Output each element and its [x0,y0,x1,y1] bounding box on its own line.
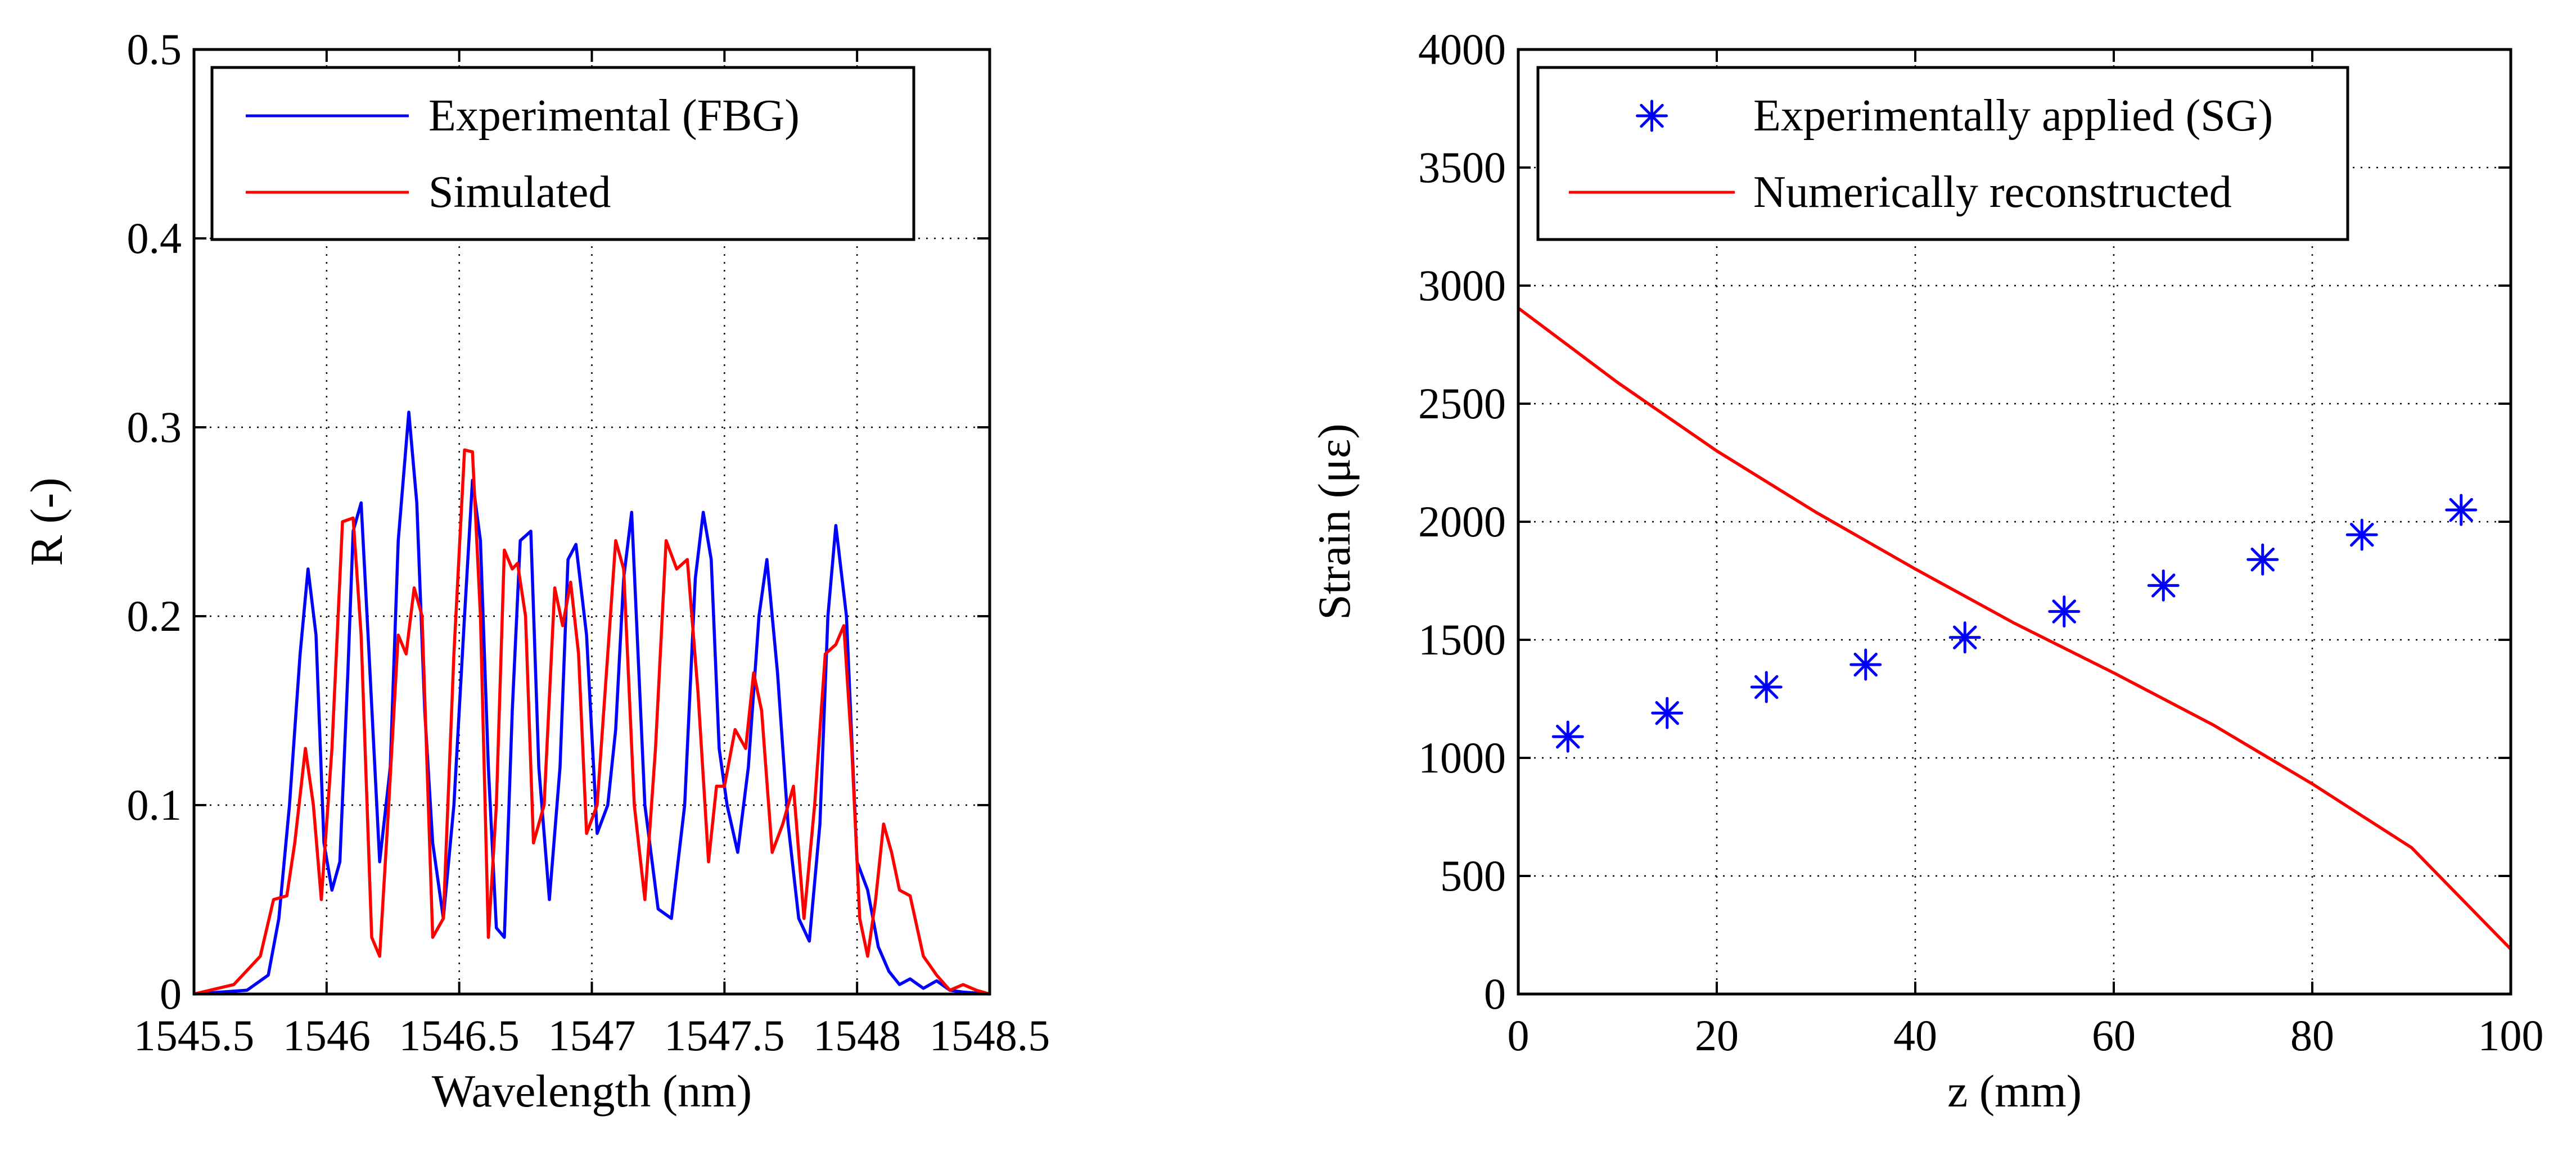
data-point-sg [1551,720,1584,753]
data-point-sg [2445,494,2478,526]
x-tick-label: 1548.5 [930,1011,1050,1060]
x-tick-label: 0 [1508,1011,1530,1060]
y-tick-label: 0.4 [127,214,182,263]
data-point-sg [2048,595,2081,628]
y-tick-label: 2000 [1418,497,1506,546]
series-line-0 [193,410,990,996]
series-line-1 [1517,306,2512,951]
x-tick-label: 80 [2290,1011,2334,1060]
x-tick-label: 1545.5 [134,1011,255,1060]
reflectance-ticks: 1545.5 1546 1546.5 1547 1547.5 1548 1548.5 0 0.1… [127,25,1050,1060]
y-tick-label: 0 [160,969,182,1018]
strain-legend-box [1536,66,2349,241]
y-tick-label: 2500 [1418,379,1506,428]
strain-plot-area [1517,306,2512,951]
strain-ticks: 0 20 40 60 80 1000500100015002000250030003500… [1418,25,2544,1060]
data-point-sg [2345,518,2378,551]
data-point-sg [1849,648,1882,681]
reflectance-x-axis-label: Wavelength (nm) [432,1065,752,1117]
x-tick-label: 1546.5 [399,1011,520,1060]
x-tick-label: 60 [2092,1011,2136,1060]
reflectance-chart: 1545.5 1546 1546.5 1547 1547.5 1548 1548.5 0 0.1… [21,25,1050,1117]
y-tick-label: 0 [1484,969,1506,1018]
x-tick-label: 1547 [548,1011,636,1060]
y-tick-label: 0.2 [127,591,182,640]
y-tick-label: 1000 [1418,733,1506,782]
x-tick-label: 40 [1893,1011,1937,1060]
strain-chart: 0 20 40 60 80 1000500100015002000250030003500… [1309,25,2544,1117]
data-point-sg [1651,697,1684,729]
x-tick-label: 1548 [813,1011,901,1060]
reflectance-legend: Experimental (FBG) Simulated [210,66,915,241]
legend-swatch-sg-asterisk [1636,100,1668,132]
data-point-sg [2147,569,2180,602]
reflectance-y-axis-label: R (-) [21,477,72,566]
x-tick-label: 1546 [283,1011,371,1060]
y-tick-label: 500 [1440,851,1506,900]
y-tick-label: 1500 [1418,615,1506,664]
data-point-sg [1948,621,1981,654]
strain-x-axis-label: z (mm) [1947,1065,2082,1117]
reflectance-legend-box [210,66,915,241]
strain-legend: Experimentally applied (SG) Numerically … [1536,66,2349,241]
strain-y-axis-label: Strain (με) [1309,423,1360,620]
y-tick-label: 3500 [1418,143,1506,192]
series-line-1 [193,448,990,996]
legend-label-reconstructed: Numerically reconstructed [1753,168,2232,217]
x-tick-label: 20 [1695,1011,1739,1060]
x-tick-label: 100 [2478,1011,2544,1060]
y-tick-label: 0.5 [127,25,182,74]
y-tick-label: 3000 [1418,261,1506,310]
y-tick-label: 0.1 [127,780,182,829]
y-tick-label: 0.3 [127,403,182,451]
data-point-sg [1750,671,1783,703]
x-tick-label: 1547.5 [664,1011,785,1060]
legend-label-sg: Experimentally applied (SG) [1753,91,2273,141]
legend-label-experimental: Experimental (FBG) [428,91,800,141]
data-point-sg [2246,543,2279,576]
reflectance-plot-area [193,410,990,996]
y-tick-label: 4000 [1418,25,1506,74]
legend-label-simulated: Simulated [428,168,611,217]
